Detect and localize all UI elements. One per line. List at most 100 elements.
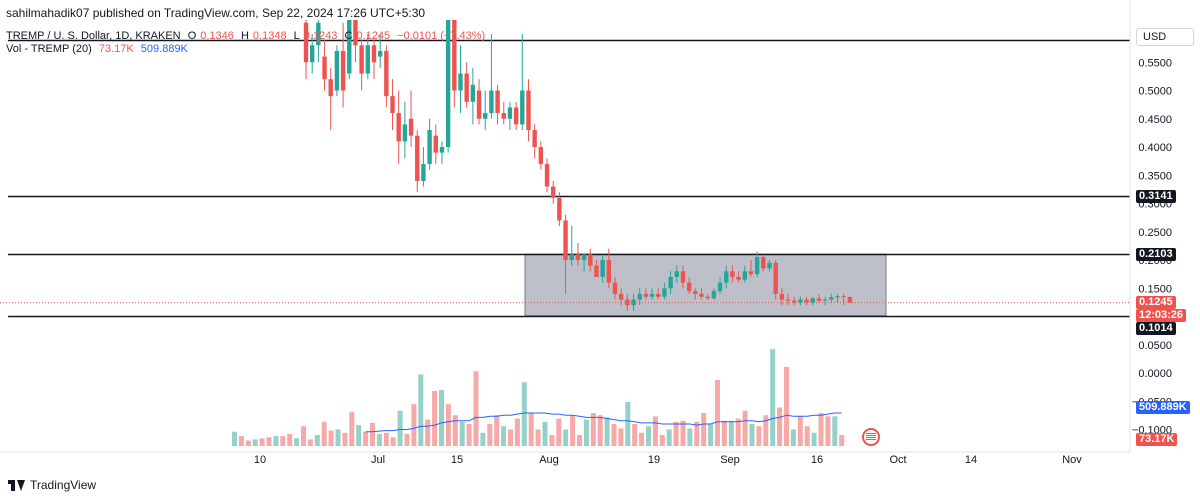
candle-body: [538, 147, 544, 164]
volume-bar: [259, 438, 265, 446]
candle: [340, 22, 346, 108]
volume-bar: [287, 433, 293, 446]
candle: [736, 271, 741, 283]
volume-bar: [301, 426, 306, 446]
candle: [699, 288, 704, 300]
candle: [711, 288, 717, 300]
candle: [767, 260, 772, 272]
candle: [309, 34, 315, 74]
candle-body: [637, 293, 642, 300]
volume-bar: [804, 426, 810, 446]
volume-tag: 73.17K: [1136, 433, 1178, 446]
candle: [439, 141, 445, 164]
candle-body: [309, 45, 315, 63]
low-value: 0.1243: [303, 30, 338, 42]
candle-body: [835, 296, 840, 298]
volume-bar: [376, 433, 382, 446]
candle-body: [476, 90, 482, 119]
candle: [563, 214, 568, 294]
open-value: 0.1346: [200, 30, 234, 42]
candle-body: [711, 291, 717, 299]
volume-bar: [825, 416, 831, 446]
low-label: L: [293, 30, 300, 42]
volume-bar: [680, 420, 686, 446]
last-price-tag: 0.1245: [1136, 296, 1176, 309]
volume-bar: [583, 419, 589, 446]
volume-bar: [542, 421, 548, 446]
candle: [829, 293, 834, 303]
publisher-line: sahilmahadik07 published on TradingView.…: [6, 6, 426, 20]
candle-body: [544, 163, 550, 187]
candle-body: [668, 276, 673, 289]
volume-value: 73.17K: [98, 43, 134, 55]
footer-brand-text: TradingView: [30, 478, 97, 492]
candle-body: [532, 130, 537, 147]
candle: [581, 254, 587, 272]
candle: [662, 282, 667, 300]
volume-bar: [266, 437, 272, 446]
candle-body: [569, 254, 574, 260]
candle-body: [804, 299, 809, 303]
candle: [569, 226, 574, 266]
candle: [557, 192, 562, 227]
y-tick-label: 0.1500: [1138, 283, 1172, 295]
candle: [458, 45, 463, 114]
candle-body: [754, 257, 760, 275]
volume-bar: [721, 420, 727, 446]
candle: [668, 271, 673, 294]
candle: [544, 158, 550, 193]
candle-body: [303, 22, 309, 63]
candle-body: [520, 90, 525, 125]
candle: [600, 254, 605, 283]
volume-bar: [321, 421, 327, 446]
candle: [822, 296, 828, 306]
volume-bar: [514, 418, 520, 446]
volume-bar: [625, 402, 631, 446]
candle-body: [557, 197, 562, 221]
tradingview-logo-icon: [8, 479, 26, 491]
x-tick-label: 19: [648, 454, 660, 466]
currency-selector[interactable]: USD: [1136, 28, 1194, 46]
y-tick-label: 0.4000: [1138, 142, 1172, 154]
footer-brand[interactable]: TradingView: [8, 478, 96, 492]
volume-bar: [397, 410, 403, 446]
close-value: 0.1245: [356, 30, 391, 42]
volume-bar: [832, 416, 838, 446]
candle: [841, 293, 846, 306]
candle: [773, 260, 778, 300]
volume-bar: [487, 424, 493, 446]
volume-bar: [252, 439, 258, 446]
volume-bar: [459, 421, 465, 446]
volume-bar: [618, 428, 624, 446]
volume-bar: [439, 389, 444, 446]
candle: [322, 39, 327, 91]
volume-bar: [425, 419, 431, 446]
candle: [452, 20, 457, 108]
candle: [415, 130, 420, 193]
candle: [730, 265, 735, 283]
volume-bar: [770, 349, 776, 446]
range-box-layer: [524, 253, 887, 317]
volume-bar: [328, 430, 334, 446]
us-flag-icon[interactable]: [862, 428, 880, 446]
candle-body: [767, 262, 772, 269]
candle: [792, 296, 797, 306]
candle-body: [742, 271, 747, 280]
candle-body: [507, 107, 513, 119]
volume-bar: [797, 416, 803, 446]
candle: [359, 39, 364, 91]
candle-body: [452, 20, 457, 91]
candle-body: [631, 299, 636, 306]
candle-body: [563, 220, 568, 260]
volume-bar: [659, 435, 665, 446]
volume-bar: [735, 418, 741, 446]
volume-bar: [238, 436, 244, 446]
candle: [384, 45, 389, 108]
volume-bar: [777, 407, 783, 446]
volume-ma-tag: 509.889K: [1136, 401, 1190, 414]
candle: [396, 90, 401, 164]
candle: [427, 118, 432, 170]
candle: [538, 141, 544, 170]
candle: [606, 248, 612, 289]
